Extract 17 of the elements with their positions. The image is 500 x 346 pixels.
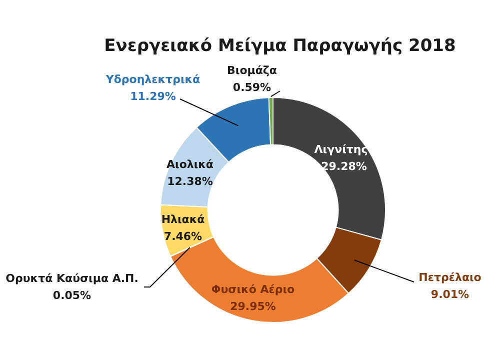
data-label: 0.05% — [52, 288, 92, 302]
slice-label: Ορυκτά Καύσιμα Α.Π. — [6, 272, 138, 285]
data-label: 29.95% — [230, 300, 276, 313]
data-label: 12.38% — [167, 174, 213, 188]
data-label: 9.01% — [430, 288, 470, 301]
data-label: 0.59% — [232, 80, 272, 94]
slice-label: Λιγνίτης — [314, 142, 368, 156]
slice-label: Φυσικό Αέριο — [211, 282, 296, 296]
slice-label: Πετρέλαιο — [418, 270, 482, 284]
slice-label: Αιολικά — [166, 158, 214, 171]
chart-title: Ενεργειακό Μείγμα Παραγωγής 2018 — [103, 36, 457, 56]
data-label: 29.28% — [321, 160, 367, 173]
slice-label: Βιομάζα — [227, 64, 278, 77]
data-label: 11.29% — [130, 90, 176, 103]
data-label: 7.46% — [164, 230, 202, 243]
slice-label: Υδροηλεκτρικά — [104, 72, 201, 86]
slice-label: Ηλιακά — [161, 212, 206, 226]
